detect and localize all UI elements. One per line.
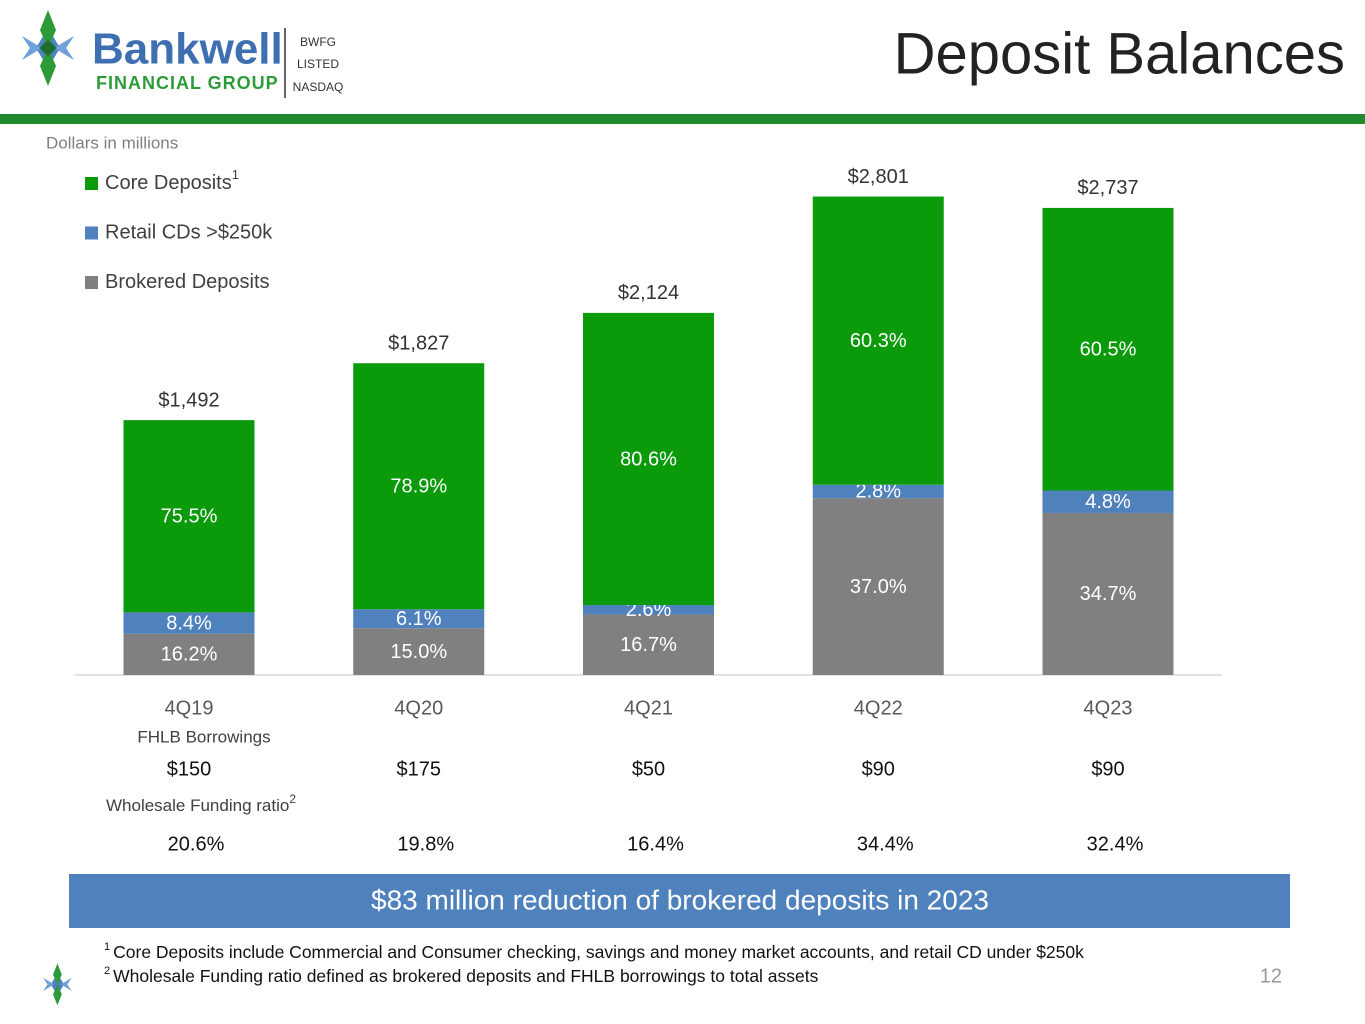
segment-label: 16.2% [161, 644, 218, 666]
row-value: $50 [632, 758, 665, 780]
bar-segment [812, 498, 944, 675]
page-number: 12 [1260, 965, 1282, 987]
bar-segment [583, 312, 714, 606]
segment-label: 37.0% [850, 576, 907, 598]
row-label: Wholesale Funding ratio2 [106, 792, 296, 815]
bar-segment [353, 609, 485, 629]
segment-label: 60.5% [1080, 338, 1137, 360]
total-label: $2,801 [848, 166, 909, 188]
footnote: 2 Wholesale Funding ratio defined as brok… [104, 965, 819, 986]
legend-swatch [85, 177, 98, 190]
row-value: $90 [1091, 758, 1124, 780]
legend-text: Retail CDs >$250k [105, 222, 273, 244]
row-value: 34.4% [857, 833, 914, 855]
logo-sub: FINANCIAL GROUP [96, 73, 279, 93]
legend-note: 1 [232, 167, 239, 182]
bar-segment [353, 363, 485, 610]
segment-label: 75.5% [161, 506, 218, 528]
total-label: $2,124 [618, 282, 679, 304]
units-note: Dollars in millions [46, 133, 178, 152]
segment-label: 8.4% [166, 612, 212, 634]
row-label-note: 2 [289, 792, 296, 806]
segment-label: 4.8% [1085, 491, 1131, 513]
row-label-text: Wholesale Funding ratio [106, 796, 289, 815]
ticker: BWFG [300, 35, 336, 49]
bar-segment [353, 628, 485, 675]
x-tick-label: 4Q22 [854, 697, 903, 719]
row-label: FHLB Borrowings [137, 727, 270, 746]
total-label: $1,492 [158, 389, 219, 411]
x-tick-label: 4Q19 [165, 697, 214, 719]
row-value: 16.4% [627, 833, 684, 855]
row-value: $90 [862, 758, 895, 780]
legend-swatch [85, 276, 98, 289]
segment-label: 16.7% [620, 634, 677, 656]
bar-segment [123, 420, 255, 613]
legend-label: Brokered Deposits [105, 271, 270, 293]
bar-segment [1042, 512, 1174, 675]
banner-text: $83 million reduction of brokered deposi… [371, 884, 989, 915]
x-tick-label: 4Q21 [624, 697, 673, 719]
row-value: 32.4% [1087, 833, 1144, 855]
listed: LISTED [297, 57, 339, 71]
bar-segment [583, 605, 714, 615]
segment-label: 78.9% [390, 475, 447, 497]
footnote: 1 Core Deposits include Commercial and Co… [104, 941, 1084, 962]
footer-logo [43, 963, 72, 1006]
logo-mark [22, 10, 74, 86]
total-label: $2,737 [1077, 177, 1138, 199]
segment-label: 34.7% [1080, 583, 1137, 605]
legend-label: Retail CDs >$250k [105, 222, 273, 244]
footnote-text: Core Deposits include Commercial and Con… [113, 942, 1084, 962]
legend-swatch [85, 226, 98, 240]
logo-name: Bankwell [92, 25, 283, 74]
bar-segment [812, 196, 944, 485]
legend-label: Core Deposits1 [105, 167, 239, 194]
row-value: $150 [167, 758, 212, 780]
banner [69, 874, 1290, 928]
bar-segment [812, 484, 944, 499]
header-rule [0, 114, 1365, 124]
bar-segment [583, 614, 714, 675]
bar-segment [1042, 490, 1174, 513]
x-tick-label: 4Q20 [394, 697, 443, 719]
row-value: 19.8% [397, 833, 454, 855]
bar-segment [1042, 207, 1174, 491]
row-value: $175 [397, 758, 442, 780]
slide-title: Deposit Balances [894, 21, 1345, 86]
x-tick-label: 4Q23 [1084, 697, 1133, 719]
bar-segment [123, 633, 255, 675]
total-label: $1,827 [388, 332, 449, 354]
footnote-marker: 2 [104, 965, 110, 977]
row-value: 20.6% [168, 833, 225, 855]
footnote-marker: 1 [104, 941, 110, 953]
segment-label: 80.6% [620, 448, 677, 470]
segment-label: 2.8% [855, 481, 901, 503]
segment-label: 60.3% [850, 330, 907, 352]
legend-text: Core Deposits [105, 172, 232, 194]
legend-text: Brokered Deposits [105, 271, 270, 293]
exchange: NASDAQ [293, 80, 344, 94]
segment-label: 6.1% [396, 608, 442, 630]
bar-segment [123, 612, 255, 634]
footnote-text: Wholesale Funding ratio defined as broke… [113, 966, 819, 986]
segment-label: 15.0% [390, 641, 447, 663]
